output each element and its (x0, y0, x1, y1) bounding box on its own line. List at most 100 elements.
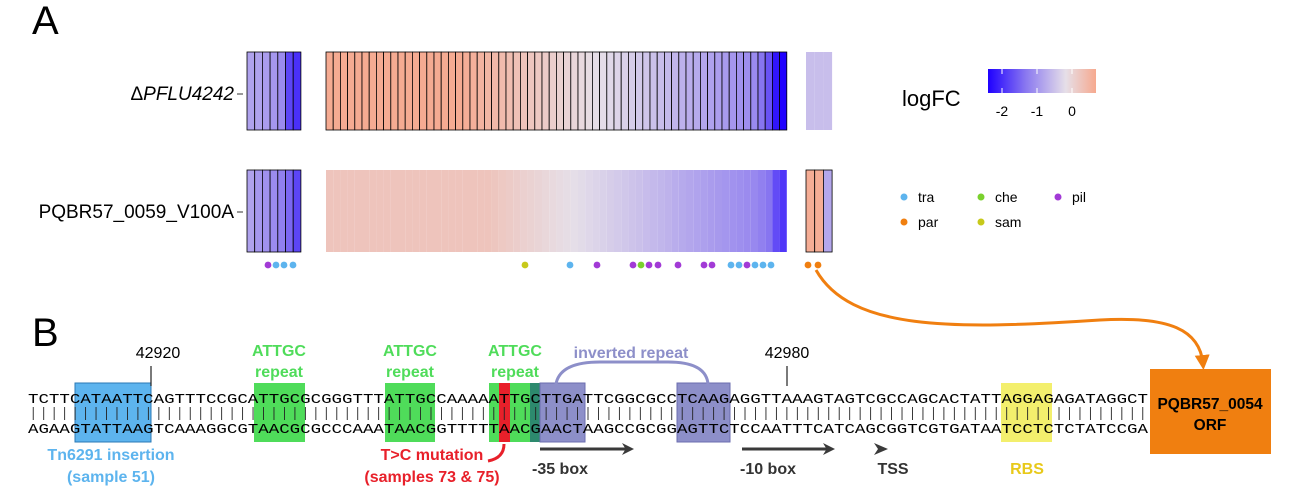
heatmap-cell (419, 51, 428, 131)
row-label-mutant: PQBR57_0059_V100A (39, 202, 235, 223)
heatmap-cell (512, 51, 521, 131)
heatmap-cell (563, 51, 572, 131)
gene-dot-tra (759, 261, 767, 269)
row-label-deletion: ΔPFLU4242 (130, 84, 234, 105)
heatmap-cell (823, 52, 833, 130)
bottom-strand: AGAAGTATTAAGTCAAAGGCGTAACGCGCCCAAATAACGG… (28, 422, 1149, 438)
heatmap-cell (285, 51, 294, 131)
heatmap-cell (736, 51, 745, 131)
tn-insertion-label: Tn6291 insertion (47, 447, 174, 464)
heatmap-cell (440, 51, 449, 131)
heatmap-cell (772, 170, 780, 252)
heatmap-cell (483, 51, 492, 131)
heatmap-cell (649, 51, 658, 131)
tss-label: TSS (877, 461, 908, 478)
mutation-pointer (487, 443, 506, 463)
heatmap-cell (613, 51, 622, 131)
heatmap-cell (520, 170, 528, 252)
heatmap-cell (455, 170, 463, 252)
heatmap-cell (721, 51, 730, 131)
legend-tick-3: 0 (1068, 103, 1076, 119)
heatmap-cell (556, 51, 565, 131)
box35-label: -35 box (532, 461, 588, 478)
heatmap-cell (448, 170, 456, 252)
position-42920: 42920 (136, 345, 181, 362)
heatmap-cell (405, 170, 413, 252)
legend-dot-sam (977, 218, 985, 226)
tn-insertion-sample: (sample 51) (67, 469, 155, 486)
heatmap-cell (570, 170, 578, 252)
heatmap-cell (390, 170, 398, 252)
panel-a-label: A (32, 0, 59, 43)
heatmap-cell (383, 51, 392, 131)
heatmap-cell (477, 170, 485, 252)
heatmap-cell (412, 170, 420, 252)
heatmap-cell (823, 169, 833, 253)
heatmap-cell (469, 51, 478, 131)
legend-dot-par (900, 218, 908, 226)
gene-dot-pil (593, 261, 601, 269)
heatmap-cell (277, 169, 286, 253)
heatmap-cell (814, 169, 824, 253)
inverted-repeat-arc (554, 360, 710, 385)
heatmap-cell (476, 51, 485, 131)
heatmap-cell (534, 170, 542, 252)
heatmap-cell (434, 170, 442, 252)
legend-colorbar (988, 69, 1096, 93)
heatmap-cell (491, 51, 500, 131)
heatmap-cell (621, 170, 629, 252)
heatmap-cell (765, 170, 773, 252)
heatmap-cell (426, 51, 435, 131)
position-42980: 42980 (765, 345, 810, 362)
heatmap-cell (750, 170, 758, 252)
heatmap-cell (548, 51, 557, 131)
heatmap-cell (261, 169, 271, 253)
heatmap (246, 51, 833, 253)
heatmap-cell (325, 51, 334, 131)
heatmap-cell (455, 51, 464, 131)
heatmap-cell (599, 51, 608, 131)
heatmap-cell (541, 51, 550, 131)
heatmap-cell (246, 51, 256, 131)
legend-label-par: par (918, 214, 939, 230)
heatmap-cell (285, 169, 294, 253)
heatmap-cell (664, 170, 672, 252)
gene-dot-tra (735, 261, 743, 269)
legend-label-pil: pil (1072, 189, 1086, 205)
heatmap-cell (419, 170, 427, 252)
legend-label-che: che (995, 189, 1018, 205)
tss-arrow (874, 443, 888, 455)
heatmap-cell (339, 51, 348, 131)
heatmap-cell (628, 51, 637, 131)
heatmap-cell (404, 51, 413, 131)
heatmap-cell (700, 170, 708, 252)
heatmap-cell (806, 52, 815, 130)
heatmap-cell (333, 170, 341, 252)
heatmap-cell (375, 51, 384, 131)
top-strand: TCTTCATAATTCAGTTTCCGCATTGCGCGGGTTTATTGCC… (28, 392, 1148, 408)
gene-dot-sam (521, 261, 529, 269)
heatmap-cell (441, 170, 449, 252)
heatmap-cell (578, 170, 586, 252)
heatmap-cell (678, 51, 687, 131)
heatmap-cell (506, 170, 514, 252)
gene-dot-tra (727, 261, 735, 269)
heatmap-cell (362, 170, 370, 252)
gene-dot-pil (629, 261, 637, 269)
gene-dot-tra (280, 261, 288, 269)
heatmap-cell (805, 169, 816, 253)
heatmap-cell (332, 51, 341, 131)
heatmap-cell (758, 170, 766, 252)
heatmap-cell (606, 170, 614, 252)
heatmap-cell (642, 170, 650, 252)
heatmap-cell (635, 170, 643, 252)
heatmap-cell (750, 51, 759, 131)
heatmap-cell (635, 51, 644, 131)
heatmap-cell (354, 51, 363, 131)
heatmap-cell (347, 170, 355, 252)
connector-arrow (814, 269, 1210, 370)
heatmap-cell (592, 170, 600, 252)
mutation-samples: (samples 73 & 75) (364, 469, 499, 486)
gene-dot-pil (654, 261, 662, 269)
